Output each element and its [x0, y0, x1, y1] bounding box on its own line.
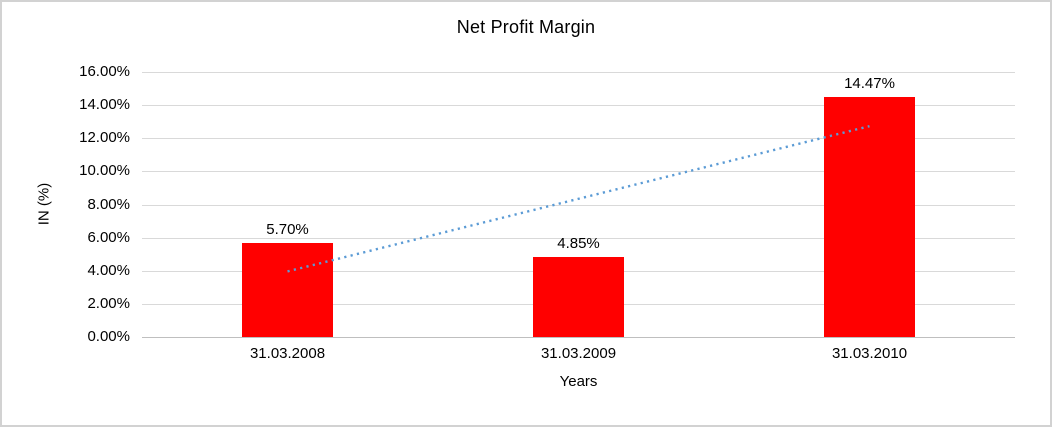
x-tick-label: 31.03.2010: [831, 345, 908, 362]
bar-value-label: 5.70%: [266, 220, 309, 238]
x-axis-title: Years: [559, 373, 598, 390]
x-tick-label: 31.03.2008: [249, 345, 326, 362]
y-tick-label: 2.00%: [87, 294, 130, 312]
y-tick-label: 6.00%: [87, 228, 130, 246]
gridline: [142, 72, 1015, 73]
y-tick-label: 0.00%: [87, 328, 130, 345]
y-tick-label: 14.00%: [79, 96, 130, 114]
x-axis-line: [142, 337, 1015, 338]
gridline: [142, 105, 1015, 106]
y-tick-label: 12.00%: [79, 129, 130, 147]
x-tick-label: 31.03.2009: [540, 345, 617, 362]
bar-31.03.2010: [824, 97, 915, 337]
y-tick-label: 10.00%: [79, 162, 130, 180]
bar-value-label: 14.47%: [844, 75, 895, 93]
y-tick-label: 4.00%: [87, 261, 130, 279]
bar-31.03.2008: [242, 242, 333, 337]
y-tick-label: 8.00%: [87, 195, 130, 213]
chart-title: Net Profit Margin: [456, 17, 596, 37]
bar-value-label: 4.85%: [557, 234, 600, 252]
y-tick-label: 16.00%: [79, 63, 130, 80]
bar-31.03.2009: [533, 256, 624, 337]
